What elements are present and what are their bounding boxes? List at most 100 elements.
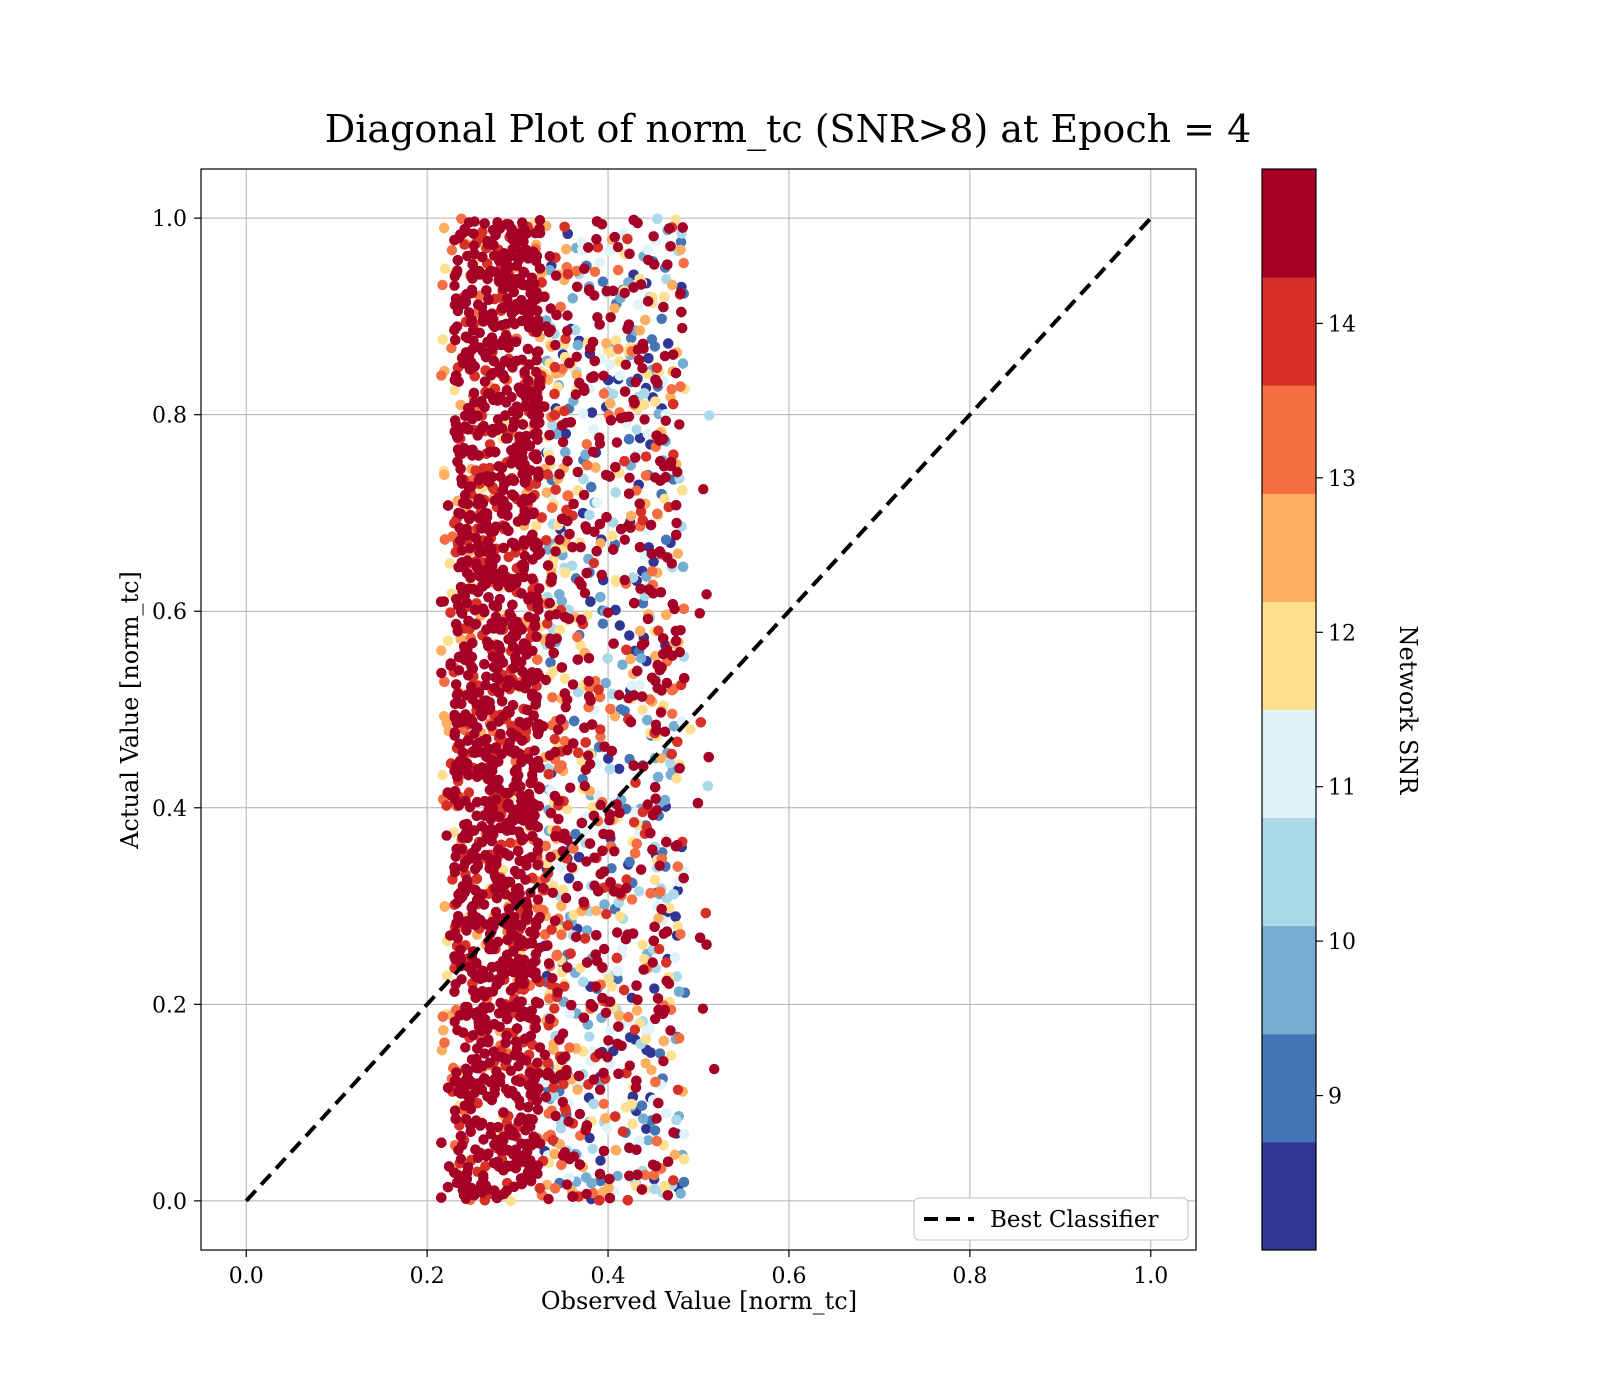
scatter-point (558, 1079, 569, 1090)
scatter-point (624, 630, 635, 641)
chart-title: Diagonal Plot of norm_tc (SNR>8) at Epoc… (325, 107, 1252, 152)
scatter-point (637, 704, 648, 715)
scatter-point (658, 1035, 669, 1047)
scatter-point (604, 398, 616, 409)
scatter-point (583, 691, 595, 702)
scatter-point (479, 1048, 490, 1059)
scatter-point (619, 534, 630, 545)
scatter-point (532, 894, 544, 905)
scatter-point (620, 359, 632, 370)
scatter-point (678, 257, 689, 269)
scatter-point (439, 901, 450, 912)
scatter-point (621, 874, 632, 885)
scatter-point (548, 1044, 559, 1055)
scatter-point (478, 463, 489, 474)
scatter-point (653, 625, 664, 636)
scatter-point (567, 293, 578, 304)
scatter-point (561, 803, 573, 815)
scatter-point (677, 358, 689, 369)
scatter-point (610, 487, 621, 498)
scatter-point (675, 1188, 686, 1199)
scatter-point (666, 384, 677, 395)
scatter-point (553, 763, 565, 774)
scatter-point (547, 692, 558, 703)
scatter-point (547, 419, 558, 431)
scatter-point (678, 603, 689, 614)
scatter-point (505, 1065, 517, 1077)
scatter-point (606, 981, 618, 992)
scatter-point (674, 419, 685, 430)
scatter-point (597, 618, 609, 629)
scatter-point (444, 558, 455, 569)
scatter-point (665, 757, 676, 769)
scatter-point (560, 333, 571, 344)
scatter-point (637, 363, 648, 374)
scatter-point (591, 905, 602, 916)
scatter-point (584, 1031, 595, 1042)
scatter-point (544, 455, 556, 466)
scatter-point (675, 244, 686, 255)
scatter-point (677, 322, 688, 334)
scatter-point (581, 1172, 592, 1183)
scatter-point (446, 245, 458, 256)
scatter-point (617, 659, 628, 670)
scatter-point (600, 1113, 611, 1124)
scatter-point (542, 618, 553, 629)
scatter-point (587, 446, 599, 457)
scatter-point (438, 1025, 449, 1036)
scatter-points (435, 213, 720, 1207)
scatter-point (613, 343, 624, 355)
scatter-point (641, 1033, 652, 1045)
scatter-point (660, 534, 672, 545)
scatter-point (515, 1076, 526, 1088)
scatter-point (586, 407, 598, 418)
scatter-point (599, 943, 610, 955)
scatter-point (436, 645, 447, 656)
scatter-point (561, 244, 572, 255)
scatter-point (562, 920, 573, 931)
scatter-point (542, 1057, 554, 1069)
scatter-point (635, 653, 647, 664)
scatter-point (626, 680, 637, 691)
scatter-point (659, 291, 670, 302)
scatter-point (548, 1090, 559, 1101)
scatter-point (697, 1003, 709, 1014)
scatter-point (492, 1121, 504, 1133)
scatter-point (557, 1096, 568, 1108)
scatter-point (603, 973, 614, 984)
scatter-point (480, 1161, 491, 1172)
scatter-point (674, 1033, 685, 1044)
scatter-point (595, 799, 606, 811)
scatter-point (600, 677, 612, 689)
scatter-point (532, 654, 543, 665)
scatter-point (635, 506, 647, 517)
scatter-point (570, 828, 581, 840)
scatter-point (667, 279, 678, 291)
scatter-point (669, 1149, 680, 1160)
scatter-point (630, 377, 641, 388)
scatter-point (561, 1179, 573, 1190)
scatter-point (603, 1182, 614, 1194)
scatter-point (480, 679, 491, 691)
scatter-point (648, 556, 659, 567)
scatter-point (505, 1195, 516, 1207)
scatter-point (569, 715, 580, 727)
scatter-point (604, 246, 615, 257)
scatter-point (550, 339, 561, 351)
scatter-point (446, 342, 457, 354)
scatter-point (565, 948, 576, 959)
scatter-point (701, 589, 712, 600)
scatter-point (611, 437, 623, 448)
scatter-point (452, 303, 464, 314)
scatter-point (545, 657, 556, 668)
scatter-point (639, 414, 650, 425)
scatter-point (646, 1064, 657, 1076)
scatter-point (613, 264, 624, 276)
scatter-point (640, 1169, 651, 1181)
scatter-point (560, 892, 572, 904)
scatter-point (610, 1144, 621, 1156)
scatter-point (581, 856, 592, 867)
scatter-point (597, 276, 609, 287)
scatter-point (598, 370, 609, 381)
scatter-point (554, 624, 565, 636)
